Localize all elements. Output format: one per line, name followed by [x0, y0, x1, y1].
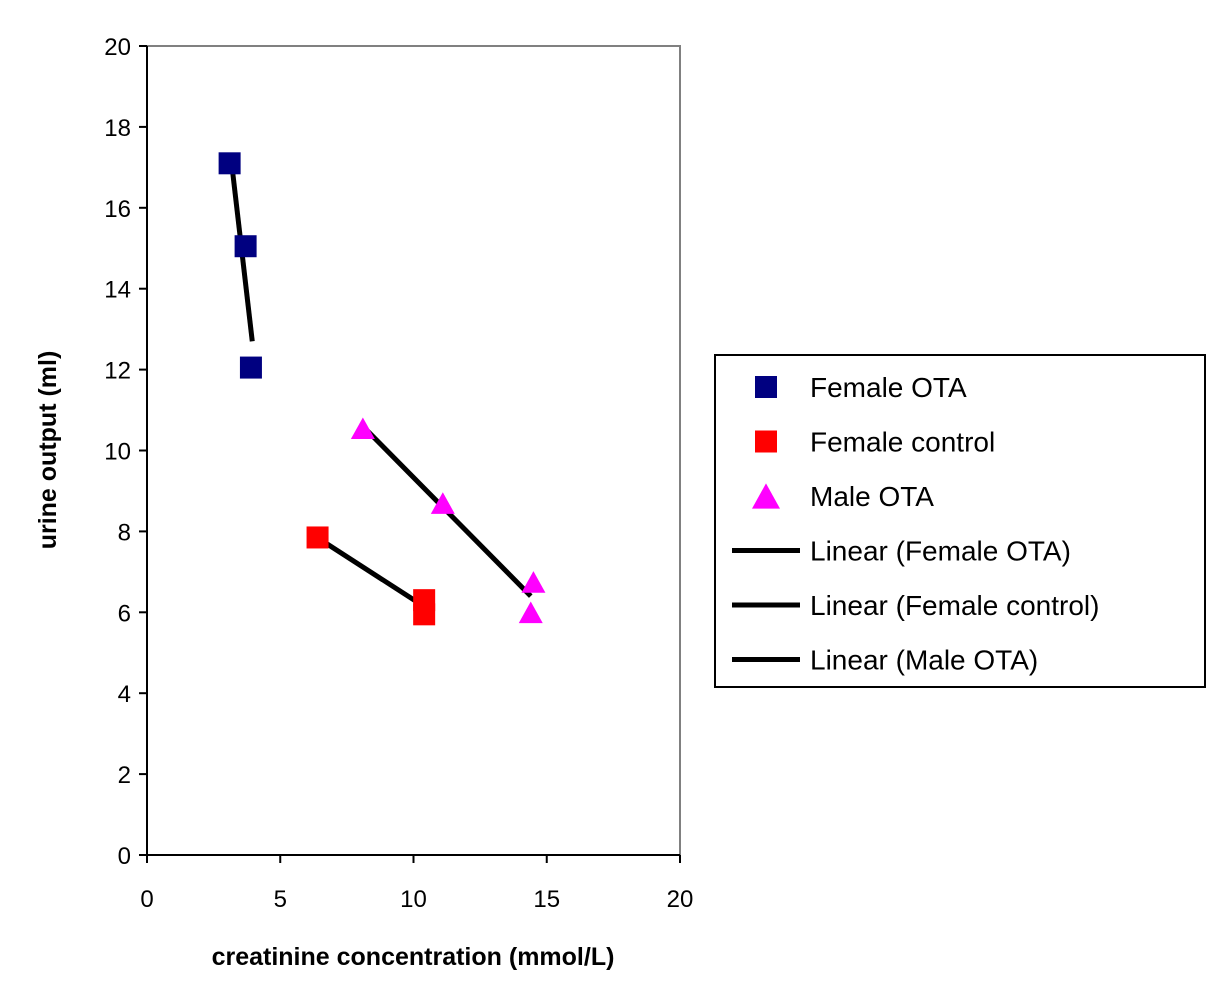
y-tick-label: 8 [118, 519, 131, 546]
y-tick-label: 6 [118, 600, 131, 627]
x-axis: 0 5 10 15 20 [140, 854, 694, 913]
legend-label: Male OTA [810, 481, 934, 512]
y-tick-label: 0 [118, 843, 131, 870]
y-tick-label: 12 [104, 358, 131, 385]
legend-label: Linear (Female OTA) [810, 536, 1071, 567]
data-point [306, 526, 329, 549]
legend-marker [752, 483, 780, 509]
legend-label: Linear (Male OTA) [810, 645, 1038, 676]
data-point [521, 571, 546, 593]
data-point [218, 152, 241, 175]
data-point [518, 601, 543, 624]
x-tick-label: 15 [533, 886, 560, 913]
data-point [413, 603, 436, 626]
y-tick-label: 2 [118, 762, 131, 789]
data-point [430, 492, 455, 514]
data-point [234, 235, 257, 258]
legend-label: Female OTA [810, 372, 967, 403]
data-markers [218, 152, 546, 626]
y-tick-label: 18 [104, 115, 131, 142]
legend-marker [755, 376, 777, 398]
y-tick-label: 4 [118, 681, 131, 708]
x-tick-label: 5 [274, 886, 287, 913]
data-point [239, 356, 262, 379]
x-tick-label: 20 [667, 886, 694, 913]
y-axis: 0 2 4 6 8 10 12 14 16 18 20 [104, 34, 148, 870]
legend-label: Female control [810, 427, 995, 458]
data-point [350, 417, 375, 440]
y-tick-label: 16 [104, 196, 131, 223]
trendline [318, 537, 429, 611]
x-axis-title: creatinine concentration (mmol/L) [212, 943, 615, 971]
x-tick-label: 0 [140, 886, 153, 913]
y-tick-label: 10 [104, 439, 131, 466]
y-axis-title: urine output (ml) [34, 351, 62, 550]
x-tick-label: 10 [400, 886, 427, 913]
legend-label: Linear (Female control) [810, 590, 1099, 621]
y-tick-label: 20 [104, 34, 131, 61]
legend-box [714, 354, 1206, 688]
legend: Female OTA Female control Male OTA Linear (… [714, 354, 1206, 688]
legend-marker [755, 430, 777, 453]
y-tick-label: 14 [104, 277, 131, 304]
